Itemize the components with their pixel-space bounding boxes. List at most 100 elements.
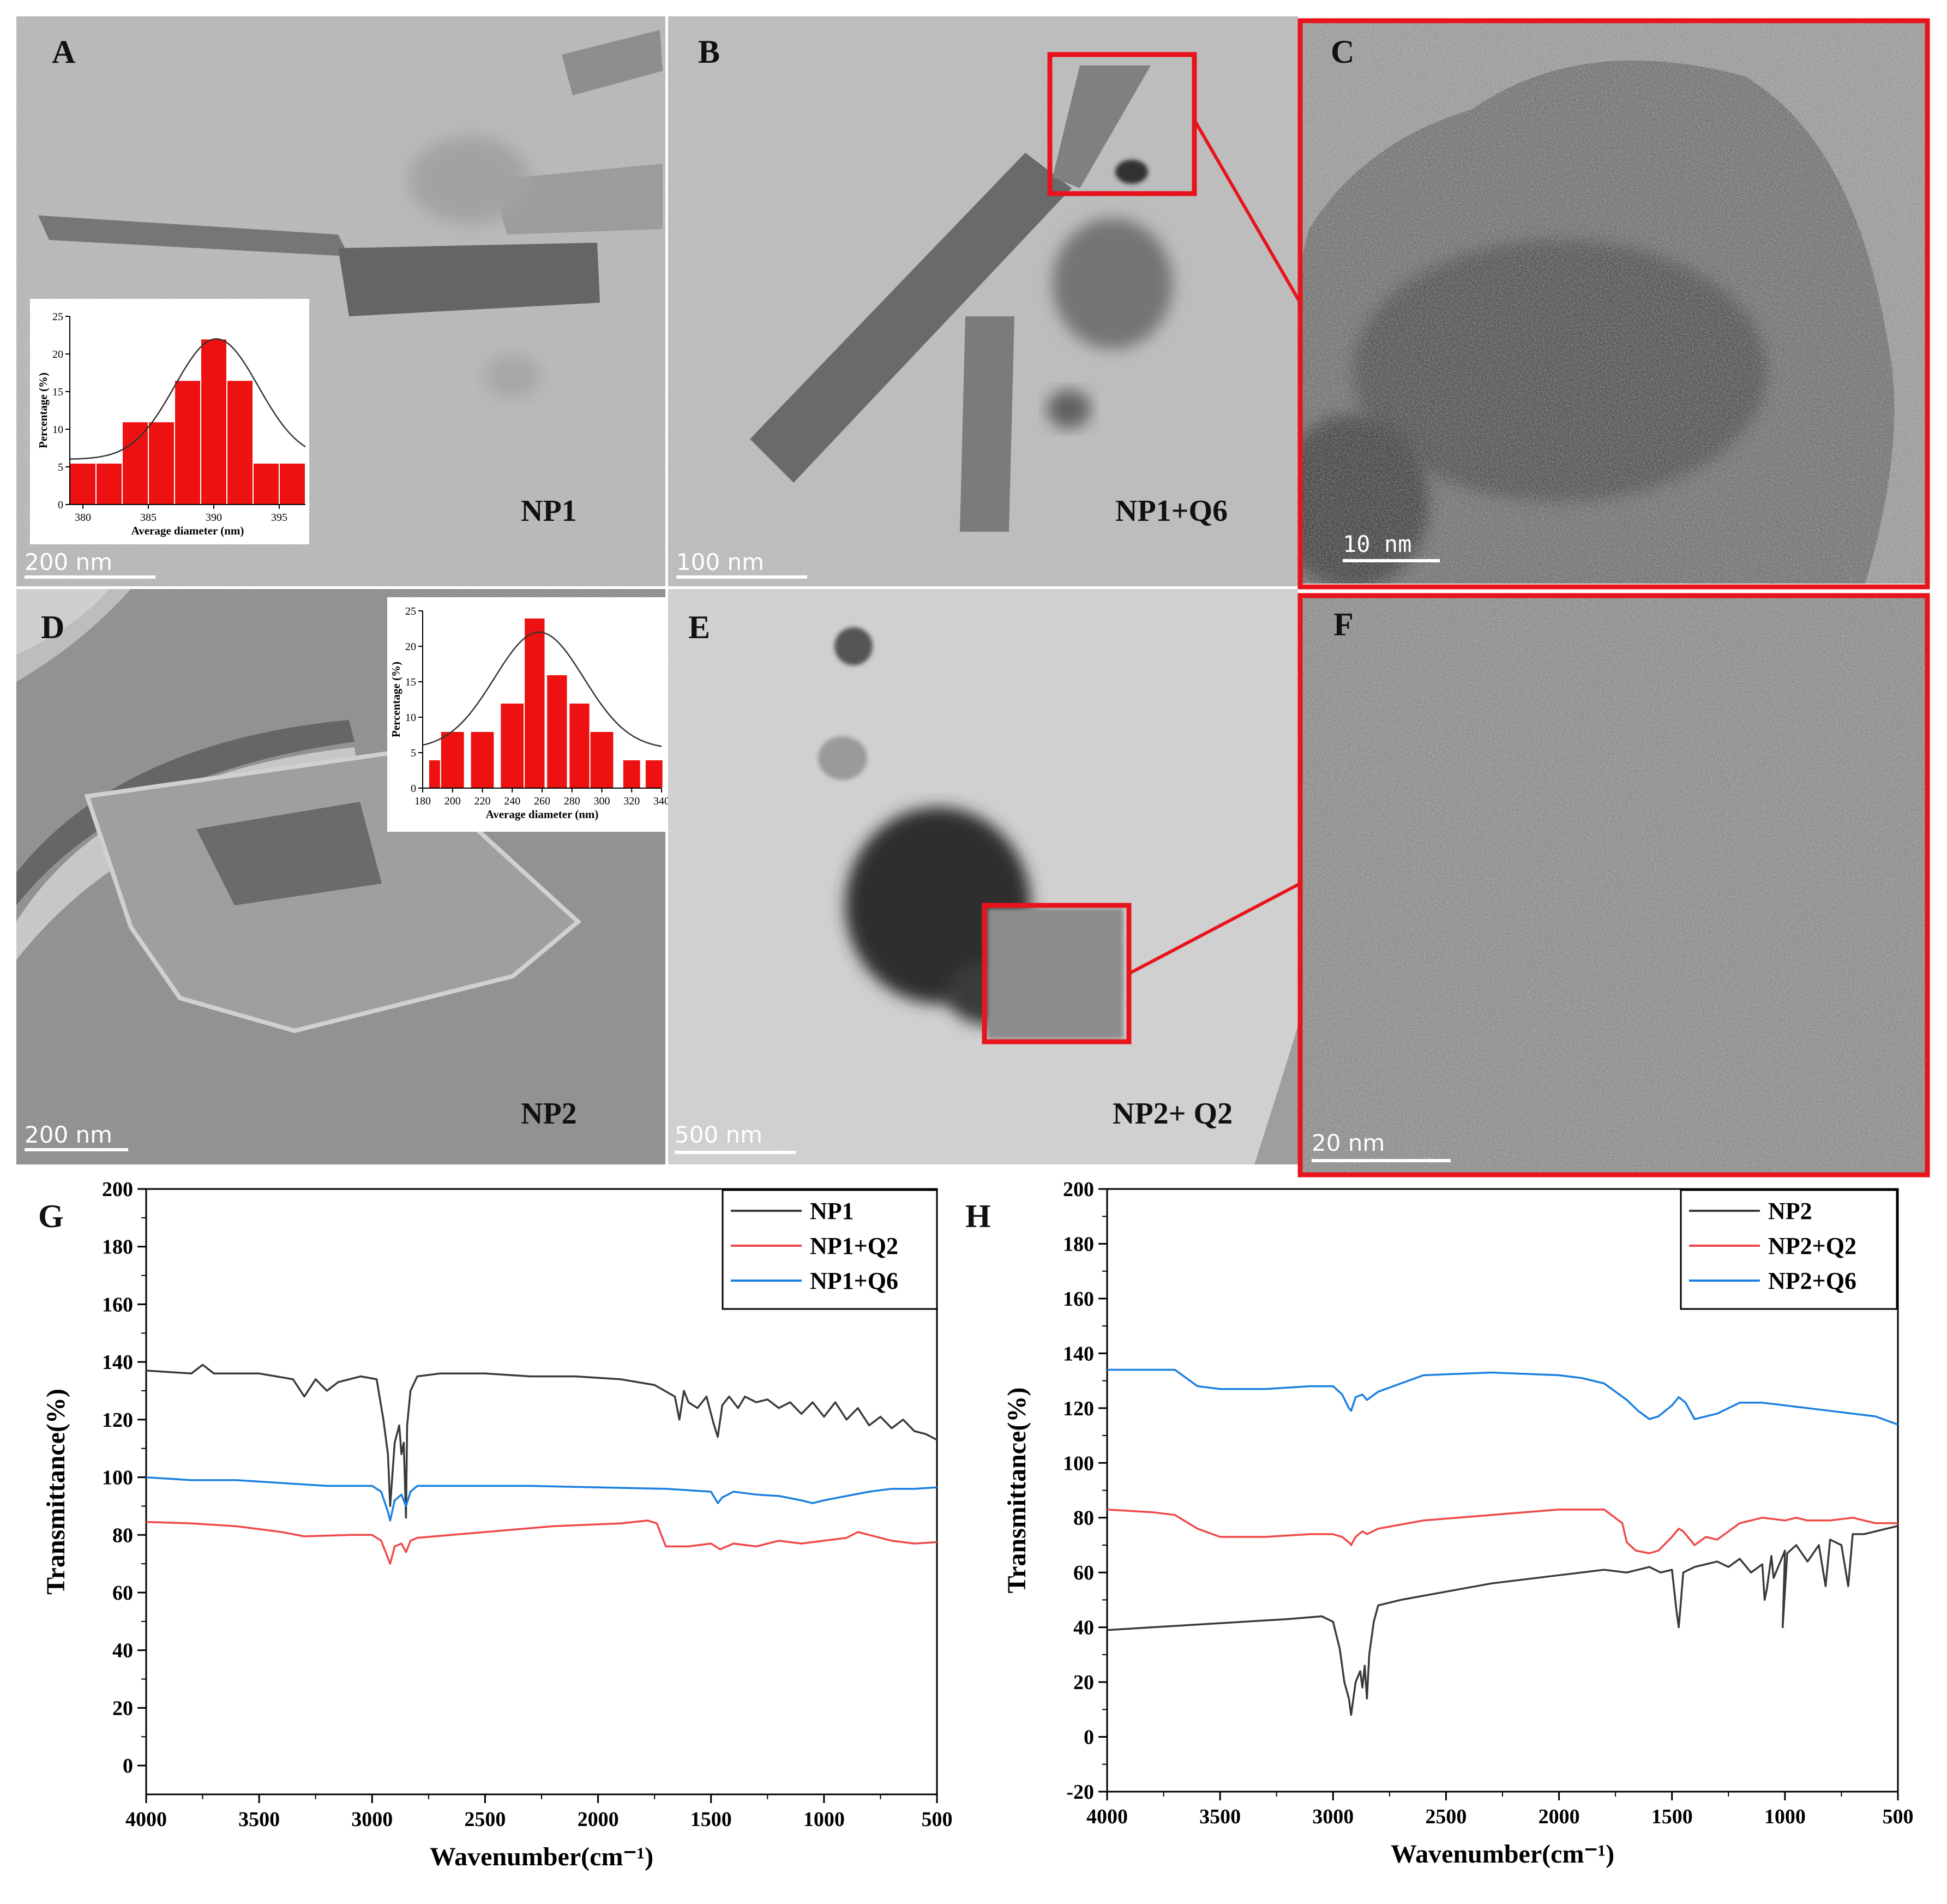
- histogram-bar: [279, 463, 306, 505]
- series-line-np1: [146, 1364, 938, 1519]
- x-tick-label: 500: [1883, 1805, 1914, 1828]
- y-tick-label: 80: [112, 1524, 133, 1547]
- panel-g-letter: G: [38, 1198, 64, 1234]
- legend-entry: NP2+Q6: [1768, 1268, 1856, 1294]
- x-tick-label: 200: [444, 795, 461, 807]
- x-tick-label: 3500: [1199, 1805, 1241, 1828]
- y-tick-label: 10: [405, 712, 416, 724]
- panel-e-sample-label: NP2+ Q2: [1113, 1097, 1233, 1131]
- y-tick-label: 40: [1073, 1617, 1094, 1639]
- ftir-chart-h: -20 0 20 40 60 80 100 120 140 160 180 200 4000 3500 30…: [1002, 1178, 1914, 1869]
- svg-text:20 nm: 20 nm: [1312, 1130, 1385, 1156]
- y-tick-label: 120: [1063, 1397, 1094, 1420]
- panel-e-tem-image: [668, 589, 1298, 1164]
- y-tick-label: 40: [112, 1639, 133, 1662]
- x-tick-label: 220: [474, 795, 491, 807]
- panel-b-scale-bar: 100 nm: [676, 549, 807, 579]
- y-tick-label: 5: [411, 747, 416, 759]
- y-tick-label: 180: [102, 1236, 133, 1259]
- histogram-a: 0 5 10 15 20 25 380 385 390 395 Average diameter (…: [30, 299, 309, 544]
- x-axis-label: Average diameter (nm): [486, 808, 599, 821]
- panel-f-hrtem-image: [1301, 597, 1925, 1173]
- svg-text:500 nm: 500 nm: [675, 1121, 762, 1148]
- x-tick-label: 1000: [803, 1808, 845, 1831]
- panel-c-frame: [1297, 18, 1930, 590]
- legend-entry: NP1+Q6: [810, 1268, 898, 1294]
- y-tick-label: 15: [405, 676, 416, 688]
- histogram-bar: [470, 731, 495, 789]
- histogram-bar: [226, 380, 254, 505]
- legend-entry: NP2: [1768, 1198, 1812, 1224]
- y-tick-label: 100: [1063, 1452, 1094, 1475]
- y-tick-label: -20: [1066, 1781, 1094, 1804]
- x-tick-label: 240: [504, 795, 520, 807]
- x-tick-label: 380: [75, 512, 91, 524]
- x-tick-label: 260: [534, 795, 550, 807]
- histogram-bar: [524, 617, 546, 789]
- y-tick-label: 200: [1063, 1178, 1094, 1201]
- histogram-bar: [95, 463, 123, 505]
- y-axis-label: Transmittance(%): [41, 1389, 70, 1595]
- svg-text:200 nm: 200 nm: [25, 1121, 112, 1148]
- zoom-connector-e-f: [1128, 882, 1301, 975]
- x-tick-label: 4000: [125, 1808, 167, 1831]
- x-tick-label: 2500: [1425, 1805, 1467, 1828]
- histogram-d: 0 5 10 15 20 25 180 200 220 240 260 280 300 320 340 Ave…: [387, 597, 670, 832]
- panel-d-scale-bar: 200 nm: [25, 1121, 128, 1151]
- panel-e-letter: E: [688, 609, 710, 645]
- x-axis-label: Wavenumber(cm⁻¹): [1391, 1840, 1614, 1869]
- y-tick-label: 0: [123, 1755, 133, 1777]
- y-tick-label: 25: [52, 311, 63, 323]
- x-tick-label: 180: [414, 795, 431, 807]
- histogram-bar: [174, 380, 201, 505]
- legend-entry: NP1+Q2: [810, 1233, 898, 1259]
- x-tick-label: 2000: [578, 1808, 619, 1831]
- series-line-np1-q6: [146, 1476, 938, 1522]
- y-axis-label: Percentage (%): [389, 662, 402, 737]
- x-tick-label: 395: [271, 512, 287, 524]
- x-tick-label: 3500: [238, 1808, 280, 1831]
- x-axis-label: Average diameter (nm): [131, 524, 244, 537]
- y-tick-label: 200: [102, 1178, 133, 1201]
- nanorod-np1: [38, 30, 663, 398]
- histogram-bar: [589, 731, 615, 789]
- y-tick-label: 60: [1073, 1561, 1094, 1584]
- y-axis-label: Percentage (%): [37, 373, 50, 448]
- x-tick-label: 2500: [464, 1808, 506, 1831]
- panel-a-letter: A: [52, 34, 75, 70]
- histogram-bar: [148, 421, 175, 506]
- histogram-bar: [440, 731, 465, 789]
- y-axis-label: Transmittance(%): [1002, 1388, 1031, 1594]
- panel-b-sample-label: NP1+Q6: [1115, 494, 1228, 528]
- x-tick-label: 300: [594, 795, 610, 807]
- svg-text:10 nm: 10 nm: [1343, 531, 1411, 557]
- x-tick-label: 390: [206, 512, 222, 524]
- x-tick-label: 1500: [690, 1808, 732, 1831]
- x-tick-label: 3000: [351, 1808, 393, 1831]
- series-line-np2: [1107, 1525, 1898, 1716]
- y-tick-label: 10: [52, 424, 63, 436]
- histogram-bar: [122, 421, 149, 506]
- x-tick-label: 4000: [1086, 1805, 1128, 1828]
- legend-entry: NP1: [810, 1198, 854, 1224]
- panel-a-sample-label: NP1: [521, 494, 577, 528]
- panel-b-letter: B: [698, 34, 720, 70]
- y-tick-label: 100: [102, 1467, 133, 1489]
- x-tick-label: 2000: [1539, 1805, 1580, 1828]
- histogram-bar: [644, 759, 664, 789]
- panel-c-hrtem-image: [1301, 22, 1925, 584]
- y-tick-label: 160: [1063, 1288, 1094, 1311]
- gaussian-fit-curve: [69, 338, 306, 460]
- svg-text:100 nm: 100 nm: [676, 549, 764, 575]
- y-tick-label: 25: [405, 605, 416, 617]
- x-tick-label: 1500: [1651, 1805, 1693, 1828]
- panel-f-letter: F: [1333, 606, 1354, 642]
- y-tick-label: 0: [58, 499, 63, 511]
- y-tick-label: 120: [102, 1409, 133, 1432]
- y-tick-label: 60: [112, 1582, 133, 1605]
- histogram-bar: [568, 702, 591, 789]
- zoom-connector-b-c: [1193, 119, 1302, 304]
- panel-a-scale-bar: 200 nm: [25, 549, 155, 579]
- series-line-np2-q2: [1107, 1508, 1898, 1554]
- nanorod-np1-q6: [750, 65, 1173, 532]
